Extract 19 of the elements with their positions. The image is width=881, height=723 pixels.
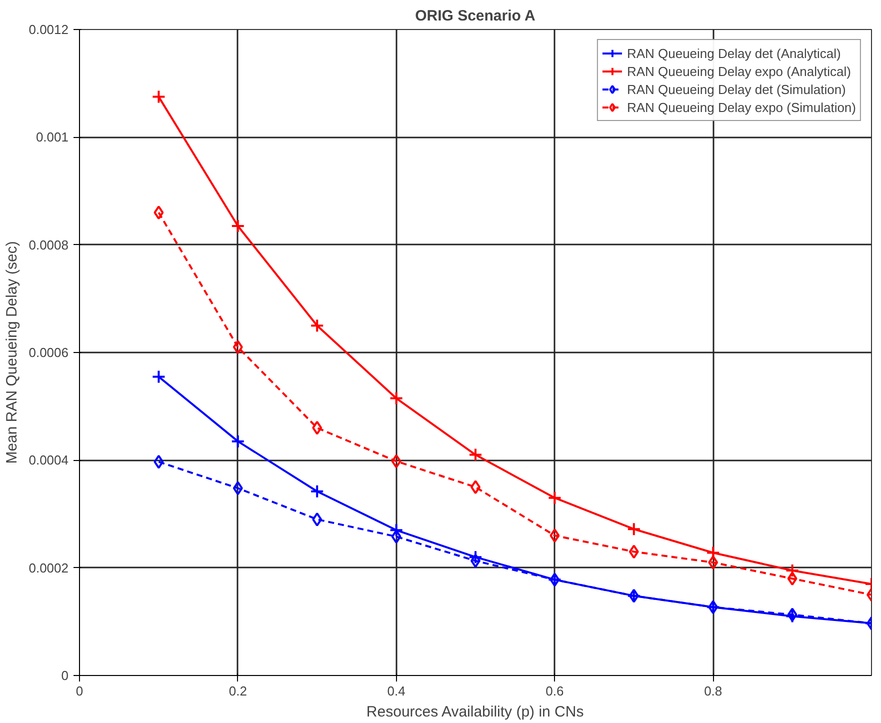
y-tick-label: 0 [61,668,69,683]
y-tick-label: 0.0002 [28,560,69,576]
y-axis-title: Mean RAN Queueing Delay (sec) [4,241,21,464]
legend-label: RAN Queueing Delay det (Simulation) [626,81,846,97]
y-tick-label: 0.0006 [28,345,69,360]
y-tick-label: 0.0004 [28,452,69,468]
x-tick-label: 0.2 [228,684,247,698]
y-tick-label: 0.0008 [28,237,69,252]
y-tick-label: 0.0012 [28,22,69,37]
legend-label: RAN Queueing Delay det (Analytical) [626,45,841,61]
x-tick-label: 0.4 [387,684,406,698]
legend-label: RAN Queueing Delay expo (Analytical) [626,63,851,79]
x-tick-label: 0.8 [704,684,722,698]
y-tick-label: 0.001 [36,130,69,145]
x-tick-label: 0.6 [546,684,564,698]
legend-label: RAN Queueing Delay expo (Simulation) [626,99,856,115]
chart-title: ORIG Scenario A [415,8,536,24]
x-tick-label: 0 [76,684,84,698]
x-axis-title: Resources Availability (p) in CNs [366,704,584,720]
